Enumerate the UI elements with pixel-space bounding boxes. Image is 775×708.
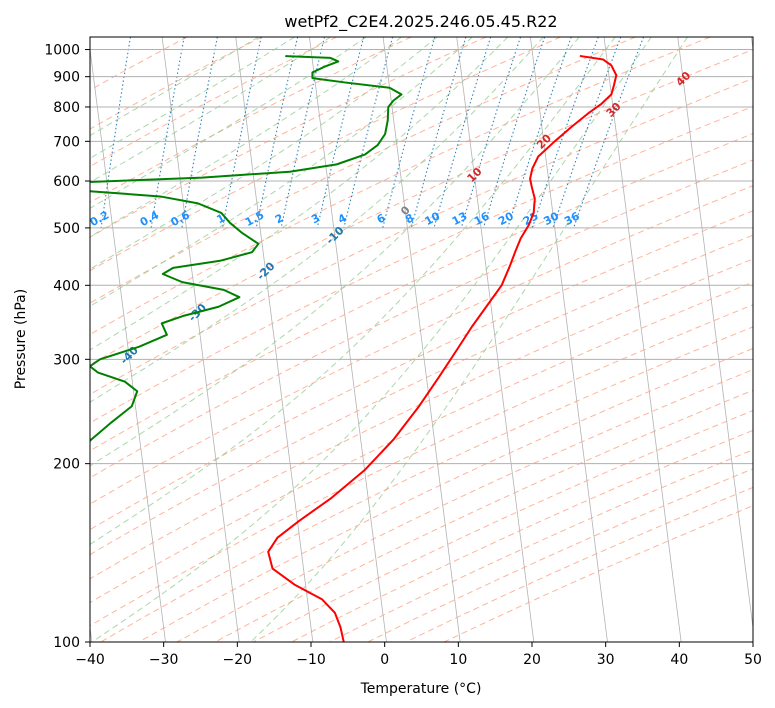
isotherm-line	[235, 37, 314, 642]
mixing-ratio-lines	[100, 37, 645, 229]
isotherm-line	[530, 37, 608, 642]
x-tick-label: −20	[223, 652, 253, 668]
plot-frame	[89, 36, 754, 643]
y-tick-label: 700	[53, 134, 80, 150]
x-tick-label: 50	[744, 652, 762, 668]
y-axis-label: Pressure (hPa)	[13, 289, 29, 389]
y-tick-label: 200	[53, 457, 80, 473]
dry-adiabat-line	[90, 304, 753, 627]
x-tick-label: 40	[670, 652, 688, 668]
sounding-series	[90, 55, 618, 642]
y-axis-ticks: 100 200 300 400 500 600 700 800 900 1000	[44, 43, 90, 651]
dry-adiabat-line	[176, 369, 753, 642]
x-tick-label: 30	[597, 652, 615, 668]
mixing-ratio-label: 30	[541, 209, 561, 228]
plot-area: -100-90-80-70-60-50-40-30-20-10010203040…	[90, 37, 753, 642]
mixing-ratio-line	[482, 37, 546, 229]
dry-adiabat-line	[90, 105, 753, 424]
y-tick-label: 800	[53, 100, 80, 116]
moist-adiabat-line	[90, 37, 580, 467]
mixing-ratio-line	[531, 37, 599, 229]
mixing-ratio-line	[221, 37, 262, 229]
mixing-ratio-line	[255, 37, 299, 229]
isotherm-lines	[90, 37, 753, 642]
moist-adiabat-line	[90, 37, 509, 351]
x-tick-label: −40	[75, 652, 105, 668]
dry-adiabat-line	[90, 37, 636, 304]
dry-adiabat-line	[90, 37, 711, 336]
chart-title: wetPf2_C2E4.2025.246.05.45.R22	[284, 12, 557, 32]
mixing-ratio-line	[100, 37, 131, 228]
dry-adiabat-line	[90, 37, 263, 130]
y-tick-label: 300	[53, 352, 80, 368]
y-tick-label: 600	[53, 174, 80, 190]
dry-adiabat-line	[90, 37, 561, 272]
moist-adiabat-lines	[90, 37, 688, 642]
mixing-ratio-line	[382, 37, 436, 229]
dry-adiabat-line	[90, 77, 753, 395]
isotherm-line	[161, 37, 240, 642]
isotherm-line	[90, 46, 166, 642]
moist-adiabat-line	[250, 37, 688, 642]
y-tick-label: 400	[53, 278, 80, 294]
moist-adiabat-line	[90, 37, 473, 307]
mixing-ratio-label: 10	[423, 209, 443, 228]
dry-adiabat-line	[214, 389, 753, 642]
moist-adiabat-line	[91, 37, 652, 642]
mixing-ratio-label: 16	[472, 209, 492, 228]
mixing-ratio-line	[552, 37, 622, 229]
mixing-ratio-label: 13	[450, 209, 470, 228]
mixing-ratio-line	[280, 37, 326, 229]
x-tick-label: 0	[380, 652, 389, 668]
dry-adiabat-line	[90, 37, 487, 238]
moist-adiabat-line	[90, 37, 367, 209]
mixing-ratio-label: 36	[562, 209, 582, 228]
y-tick-label: 500	[53, 221, 80, 237]
isotherm-line	[603, 37, 682, 642]
x-tick-label: −10	[296, 652, 326, 668]
dry-adiabat-line	[90, 234, 753, 556]
mixing-ratio-line	[460, 37, 522, 229]
dry-adiabat-line	[90, 49, 753, 366]
y-tick-label: 100	[53, 635, 80, 651]
dry-adiabat-line	[90, 133, 753, 452]
x-tick-label: 20	[523, 652, 541, 668]
mixing-ratio-label: 20	[496, 209, 516, 228]
temperature-line	[267, 55, 618, 642]
x-tick-label: −30	[149, 652, 179, 668]
dry-adiabat-line	[90, 159, 753, 479]
moist-adiabat-line	[90, 37, 331, 183]
dewpoint-line	[90, 55, 403, 443]
x-tick-label: 10	[449, 652, 467, 668]
mixing-ratio-line	[410, 37, 467, 229]
dry-adiabat-line	[90, 37, 337, 167]
x-axis-label: Temperature (°C)	[360, 681, 482, 697]
mixing-ratio-line	[433, 37, 492, 229]
isotherm-line	[382, 37, 461, 642]
dry-adiabat-line	[90, 258, 753, 580]
x-axis-ticks: −40 −30 −20 −10 0 10 20 30 40 50	[75, 642, 762, 668]
isotherm-line	[456, 37, 535, 642]
mixing-ratio-line	[343, 37, 394, 229]
moist-adiabat-line	[90, 37, 402, 238]
y-tick-label: 900	[53, 70, 80, 86]
dry-adiabat-line	[100, 326, 753, 642]
mixing-ratio-line	[507, 37, 572, 229]
isotherm-line	[677, 37, 753, 631]
y-tick-label: 1000	[44, 43, 80, 59]
mixing-ratio-line	[573, 37, 645, 229]
mixing-ratio-line	[316, 37, 365, 229]
pressure-gridlines	[90, 49, 753, 642]
